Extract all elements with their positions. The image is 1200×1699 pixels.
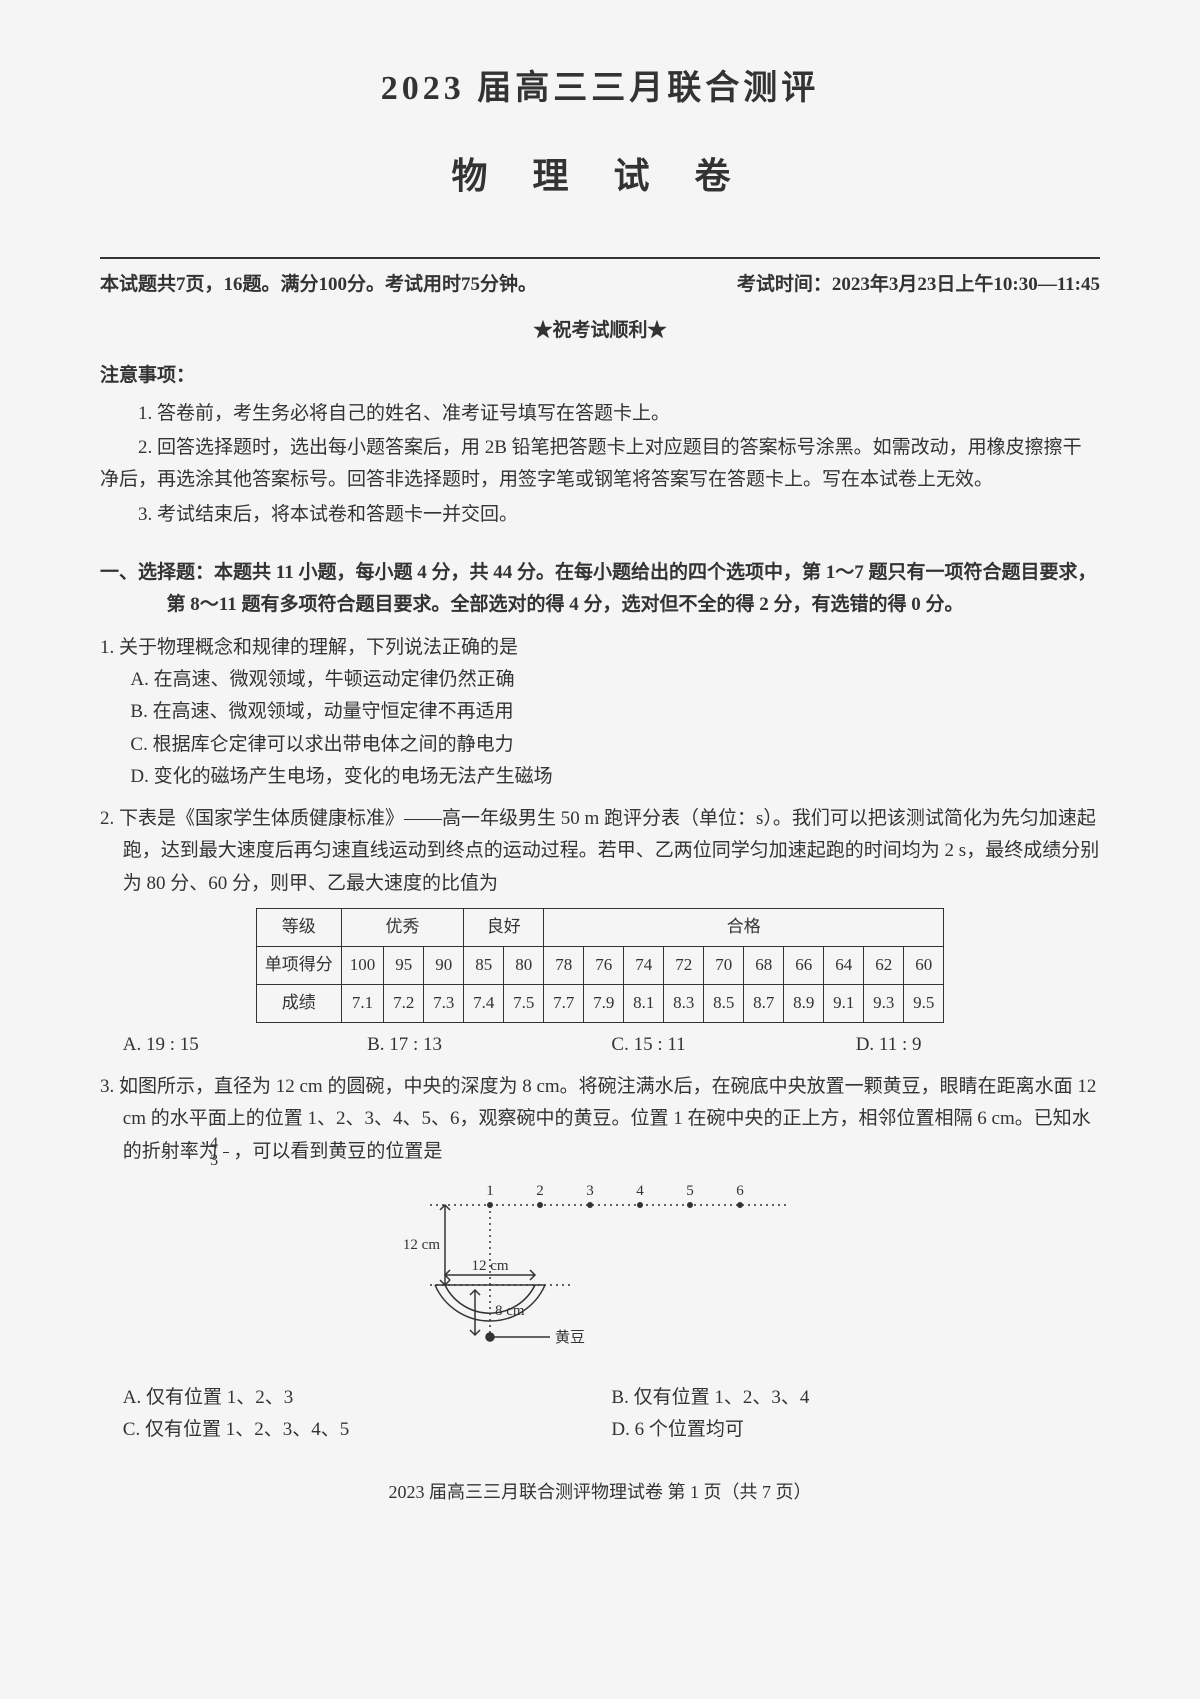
- svg-text:黄豆: 黄豆: [555, 1329, 585, 1346]
- td: 64: [824, 946, 864, 984]
- td: 60: [904, 946, 944, 984]
- td: 76: [584, 946, 624, 984]
- notice-item: 3. 考试结束后，将本试卷和答题卡一并交回。: [100, 499, 1100, 531]
- svg-text:12 cm: 12 cm: [403, 1237, 440, 1253]
- td-time-label: 成绩: [256, 984, 341, 1022]
- table-row: 单项得分 100 95 90 85 80 78 76 74 72 70 68 6…: [256, 946, 944, 984]
- q1-choice-d: D. 变化的磁场产生电场，变化的电场无法产生磁场: [100, 761, 1100, 793]
- exam-info-right: 考试时间：2023年3月23日上午10:30—11:45: [737, 269, 1100, 301]
- section-instruction: 一、选择题：本题共 11 小题，每小题 4 分，共 44 分。在每小题给出的四个…: [100, 557, 1100, 622]
- td: 72: [664, 946, 704, 984]
- q2-stem: 2. 下表是《国家学生体质健康标准》——高一年级男生 50 m 跑评分表（单位：…: [100, 803, 1100, 900]
- td: 7.9: [584, 984, 624, 1022]
- td: 7.3: [424, 984, 464, 1022]
- frac-den: 3: [223, 1153, 229, 1169]
- td: 7.5: [504, 984, 544, 1022]
- q2-options: A. 19 : 15 B. 17 : 13 C. 15 : 11 D. 11 :…: [100, 1029, 1100, 1061]
- page-footer: 2023 届高三三月联合测评物理试卷 第 1 页（共 7 页）: [100, 1477, 1100, 1508]
- q2-choice-c: C. 15 : 11: [611, 1029, 855, 1061]
- q3-choice-d: D. 6 个位置均可: [611, 1414, 1100, 1446]
- td: 8.3: [664, 984, 704, 1022]
- q3-choice-a: A. 仅有位置 1、2、3: [123, 1382, 612, 1414]
- td: 7.2: [384, 984, 424, 1022]
- td: 8.9: [784, 984, 824, 1022]
- score-table: 等级 优秀 良好 合格 单项得分 100 95 90 85 80 78 76 7…: [256, 908, 945, 1023]
- q1-choice-b: B. 在高速、微观领域，动量守恒定律不再适用: [100, 696, 1100, 728]
- th-pass: 合格: [544, 909, 944, 947]
- svg-text:8 cm: 8 cm: [495, 1303, 525, 1319]
- subject-title: 物 理 试 卷: [100, 146, 1100, 207]
- svg-text:2: 2: [536, 1183, 544, 1199]
- notice-title: 注意事项：: [100, 360, 1100, 392]
- td: 78: [544, 946, 584, 984]
- td: 8.5: [704, 984, 744, 1022]
- exam-title: 2023 届高三三月联合测评: [100, 60, 1100, 118]
- td: 100: [341, 946, 384, 984]
- svg-text:4: 4: [636, 1183, 644, 1199]
- table-row: 成绩 7.1 7.2 7.3 7.4 7.5 7.7 7.9 8.1 8.3 8…: [256, 984, 944, 1022]
- q3-options-row1: A. 仅有位置 1、2、3 B. 仅有位置 1、2、3、4: [100, 1382, 1100, 1414]
- question-3: 3. 如图所示，直径为 12 cm 的圆碗，中央的深度为 8 cm。将碗注满水后…: [100, 1071, 1100, 1447]
- td: 95: [384, 946, 424, 984]
- td: 70: [704, 946, 744, 984]
- td: 8.1: [624, 984, 664, 1022]
- notice-item: 2. 回答选择题时，选出每小题答案后，用 2B 铅笔把答题卡上对应题目的答案标号…: [100, 432, 1100, 497]
- q1-choice-a: A. 在高速、微观领域，牛顿运动定律仍然正确: [100, 664, 1100, 696]
- td: 7.1: [341, 984, 384, 1022]
- exam-info-left: 本试题共7页，16题。满分100分。考试用时75分钟。: [100, 269, 537, 301]
- q3-figure: 1 2 3 4 5 6 12 cm: [100, 1175, 1100, 1376]
- td: 8.7: [744, 984, 784, 1022]
- td-score-label: 单项得分: [256, 946, 341, 984]
- q3-options-row2: C. 仅有位置 1、2、3、4、5 D. 6 个位置均可: [100, 1414, 1100, 1446]
- q1-choice-c: C. 根据库仑定律可以求出带电体之间的静电力: [100, 729, 1100, 761]
- q3-choice-c: C. 仅有位置 1、2、3、4、5: [123, 1414, 612, 1446]
- divider: [100, 257, 1100, 259]
- q2-choice-b: B. 17 : 13: [367, 1029, 611, 1061]
- th-grade: 等级: [256, 909, 341, 947]
- th-excellent: 优秀: [341, 909, 464, 947]
- td: 74: [624, 946, 664, 984]
- td: 85: [464, 946, 504, 984]
- question-2: 2. 下表是《国家学生体质健康标准》——高一年级男生 50 m 跑评分表（单位：…: [100, 803, 1100, 1061]
- q3-choice-b: B. 仅有位置 1、2、3、4: [611, 1382, 1100, 1414]
- q3-stem: 3. 如图所示，直径为 12 cm 的圆碗，中央的深度为 8 cm。将碗注满水后…: [100, 1071, 1100, 1169]
- question-1: 1. 关于物理概念和规律的理解，下列说法正确的是 A. 在高速、微观领域，牛顿运…: [100, 632, 1100, 793]
- svg-text:1: 1: [486, 1183, 494, 1199]
- td: 9.3: [864, 984, 904, 1022]
- goodluck-text: ★祝考试顺利★: [100, 315, 1100, 347]
- notice-item: 1. 答卷前，考生务必将自己的姓名、准考证号填写在答题卡上。: [100, 398, 1100, 430]
- td: 80: [504, 946, 544, 984]
- td: 9.5: [904, 984, 944, 1022]
- th-good: 良好: [464, 909, 544, 947]
- q3-stem-part2: ，可以看到黄豆的位置是: [233, 1141, 442, 1162]
- bowl-diagram-icon: 1 2 3 4 5 6 12 cm: [390, 1175, 810, 1365]
- q1-stem: 1. 关于物理概念和规律的理解，下列说法正确的是: [100, 632, 1100, 664]
- svg-text:12 cm: 12 cm: [471, 1258, 508, 1274]
- exam-info-row: 本试题共7页，16题。满分100分。考试用时75分钟。 考试时间：2023年3月…: [100, 269, 1100, 301]
- fraction-icon: 4 3: [223, 1136, 229, 1169]
- td: 9.1: [824, 984, 864, 1022]
- td: 66: [784, 946, 824, 984]
- td: 68: [744, 946, 784, 984]
- td: 7.4: [464, 984, 504, 1022]
- table-row: 等级 优秀 良好 合格: [256, 909, 944, 947]
- svg-text:5: 5: [686, 1183, 694, 1199]
- svg-text:6: 6: [736, 1183, 744, 1199]
- frac-num: 4: [223, 1136, 229, 1153]
- td: 62: [864, 946, 904, 984]
- q2-choice-a: A. 19 : 15: [123, 1029, 367, 1061]
- td: 7.7: [544, 984, 584, 1022]
- q2-choice-d: D. 11 : 9: [856, 1029, 1100, 1061]
- td: 90: [424, 946, 464, 984]
- svg-text:3: 3: [586, 1183, 594, 1199]
